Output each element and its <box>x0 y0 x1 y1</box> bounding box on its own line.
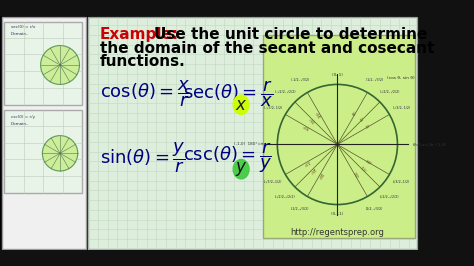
Text: 210°: 210° <box>302 159 310 166</box>
Text: (-√3/2,-1/2): (-√3/2,-1/2) <box>264 180 283 184</box>
Text: (-1,0)  180°=π: (-1,0) 180°=π <box>234 143 263 147</box>
Text: (0, -1): (0, -1) <box>331 212 344 216</box>
Text: 135°: 135° <box>308 115 316 123</box>
Text: functions.: functions. <box>100 54 185 69</box>
Circle shape <box>41 45 80 84</box>
Bar <box>2 17 86 249</box>
Text: 45°: 45° <box>360 116 366 122</box>
Text: $\theta$=0,$\alpha$=2$\pi$  (1,0): $\theta$=0,$\alpha$=2$\pi$ (1,0) <box>411 141 447 148</box>
Text: 330°: 330° <box>365 159 373 166</box>
Text: the domain of the secant and cosecant: the domain of the secant and cosecant <box>100 41 434 56</box>
Text: 300°: 300° <box>352 172 359 180</box>
Text: (√3/2, 1/2): (√3/2, 1/2) <box>393 105 410 109</box>
Ellipse shape <box>233 95 249 114</box>
Text: (√2/2, √2/2): (√2/2, √2/2) <box>380 90 400 94</box>
Text: 150°: 150° <box>302 123 310 130</box>
Bar <box>88 17 417 249</box>
Text: (√3/2,-1/2): (√3/2,-1/2) <box>393 180 410 184</box>
Text: $y$: $y$ <box>235 160 247 178</box>
Text: $\mathrm{cos}(\theta)=\dfrac{x}{r}$: $\mathrm{cos}(\theta)=\dfrac{x}{r}$ <box>100 78 190 109</box>
Text: $\mathrm{sec}(\theta)=\dfrac{r}{x}$: $\mathrm{sec}(\theta)=\dfrac{r}{x}$ <box>183 78 273 109</box>
Text: $\mathrm{sin}(\theta)=\dfrac{y}{r}$: $\mathrm{sin}(\theta)=\dfrac{y}{r}$ <box>100 140 186 175</box>
Ellipse shape <box>233 160 249 179</box>
Text: (0, 1): (0, 1) <box>332 73 343 77</box>
Text: (-√2/2,-√2/2): (-√2/2,-√2/2) <box>274 195 295 199</box>
Bar <box>4 22 82 105</box>
Text: 120°: 120° <box>316 109 323 117</box>
Text: 30°: 30° <box>365 123 372 130</box>
Text: (1/2, √3/2): (1/2, √3/2) <box>366 78 383 82</box>
Bar <box>4 110 82 193</box>
Text: 60°: 60° <box>352 110 358 117</box>
Text: (-√2/2, √2/2): (-√2/2, √2/2) <box>274 90 295 94</box>
Bar <box>263 35 415 238</box>
Text: Domain..: Domain.. <box>10 122 29 126</box>
Text: Use the unit circle to determine: Use the unit circle to determine <box>154 27 427 43</box>
Text: Domain..: Domain.. <box>10 32 29 36</box>
Text: (1/2,-√3/2): (1/2,-√3/2) <box>366 207 383 211</box>
Text: (-√3/2, 1/2): (-√3/2, 1/2) <box>264 105 283 109</box>
Text: Example:: Example: <box>100 27 179 43</box>
Circle shape <box>42 136 78 171</box>
Text: (-1/2,-√3/2): (-1/2,-√3/2) <box>291 207 310 211</box>
Text: 240°: 240° <box>316 172 323 180</box>
Text: (cos θ, sin θ): (cos θ, sin θ) <box>387 76 414 80</box>
Text: (√2/2,-√2/2): (√2/2,-√2/2) <box>380 195 400 199</box>
Text: $x$: $x$ <box>235 96 247 114</box>
Text: (-1/2, √3/2): (-1/2, √3/2) <box>291 78 310 82</box>
Text: $\mathrm{csc}(\theta)=\dfrac{r}{y}$: $\mathrm{csc}(\theta)=\dfrac{r}{y}$ <box>183 140 272 175</box>
Text: csc(0) = r/y: csc(0) = r/y <box>10 115 35 119</box>
Text: 225°: 225° <box>308 166 316 174</box>
Text: http://regentsprep.org: http://regentsprep.org <box>291 228 384 237</box>
Text: sec(0) = r/x: sec(0) = r/x <box>10 25 35 29</box>
Text: 315°: 315° <box>359 166 367 174</box>
